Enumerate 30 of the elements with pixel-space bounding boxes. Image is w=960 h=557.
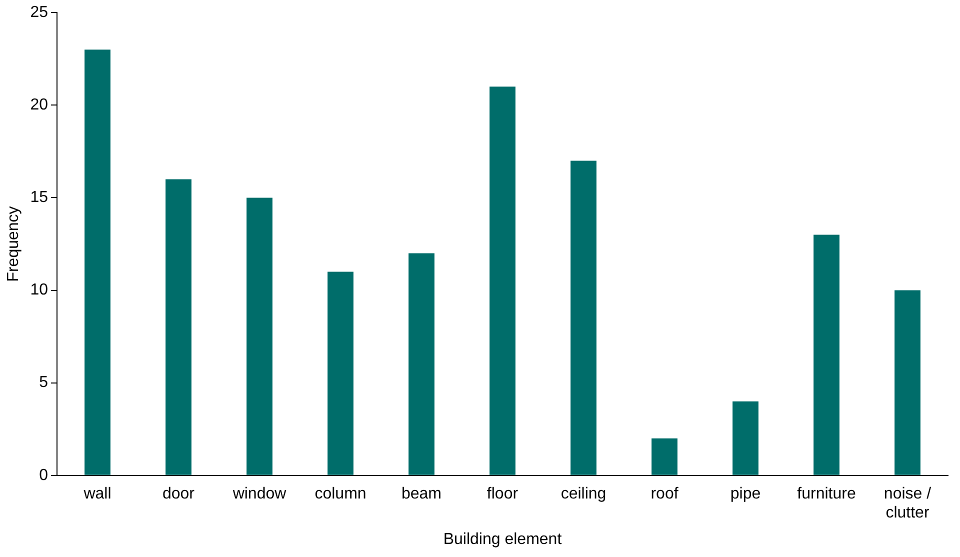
x-tick-label: window [232,485,287,502]
x-tick-label: floor [486,485,519,502]
bar [814,234,840,475]
bar [894,290,920,475]
x-tick-label: column [314,485,366,502]
bar [328,272,354,475]
y-tick-label: 0 [39,466,48,484]
y-tick-label: 25 [30,4,48,22]
x-tick-label: noise / clutter [884,485,932,522]
x-axis-title: Building element [443,530,562,548]
y-tick-label: 10 [30,282,48,299]
bar [652,438,678,475]
x-tick-label: roof [650,485,679,502]
bar [246,198,272,475]
y-tick-label: 20 [30,96,48,114]
x-tick-label: furniture [797,485,856,502]
y-axis-title: Frequency [5,206,22,282]
y-tick-label: 15 [30,189,48,206]
y-tick-label: 5 [39,374,48,392]
bar [570,160,596,475]
bar [408,253,434,475]
bar [732,401,758,475]
bar [490,86,516,475]
bar [84,50,110,475]
x-tick-label: ceiling [560,485,606,502]
x-tick-label: wall [82,485,112,502]
x-tick-label: pipe [730,485,761,502]
x-tick-label: beam [401,485,442,502]
bar [166,179,192,475]
x-tick-label: door [162,485,196,502]
